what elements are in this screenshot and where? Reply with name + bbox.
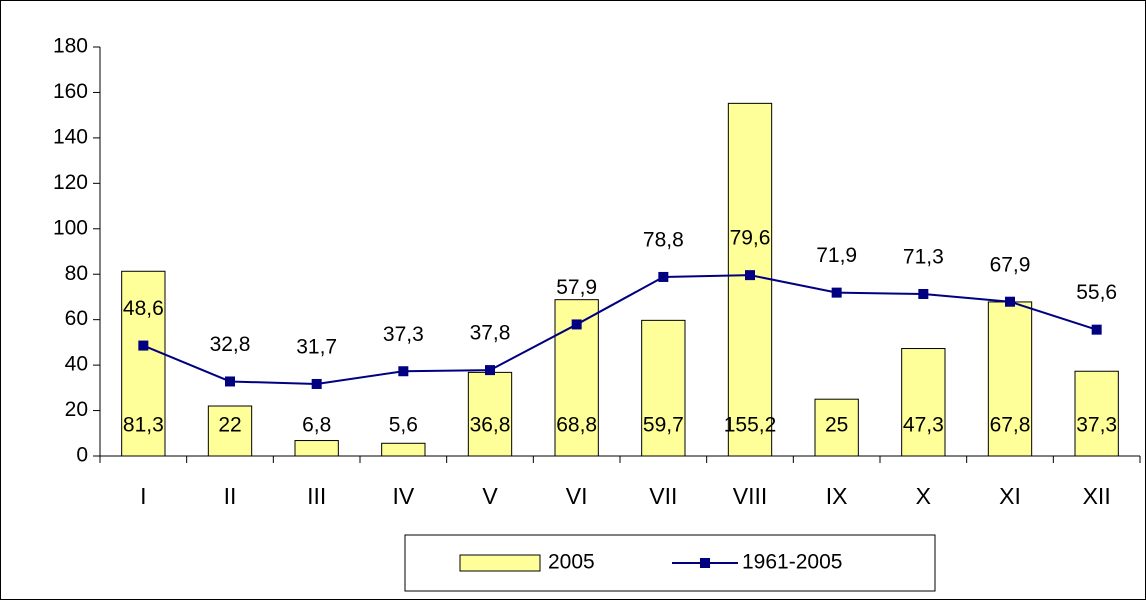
bar	[901, 348, 946, 457]
data-label: 68,8	[556, 414, 597, 437]
bar	[987, 301, 1033, 457]
data-label: 55,6	[1076, 281, 1117, 304]
x-tick-label: II	[224, 483, 237, 509]
data-label: 36,8	[470, 414, 511, 437]
data-label: 37,8	[470, 322, 511, 345]
line-marker	[398, 366, 409, 377]
data-label: 78,8	[643, 228, 684, 251]
data-label: 5,6	[389, 414, 418, 437]
legend-marker	[700, 558, 710, 568]
data-label: 37,3	[383, 323, 424, 346]
data-label: 59,7	[643, 414, 684, 437]
x-tick-label: V	[482, 483, 498, 509]
x-tick-label: VIII	[733, 483, 768, 509]
y-tick-label: 60	[65, 307, 88, 330]
bar	[207, 405, 253, 457]
legend-label: 1961-2005	[742, 551, 842, 574]
x-tick-label: III	[307, 483, 326, 509]
data-label: 71,3	[903, 246, 944, 269]
bar	[294, 440, 339, 457]
line-marker	[138, 340, 149, 351]
y-tick-label: 20	[65, 398, 88, 421]
x-tick-label: IV	[392, 483, 414, 509]
x-tick-label: VII	[649, 483, 677, 509]
x-tick-label: X	[916, 483, 931, 509]
y-tick-label: 140	[53, 125, 88, 148]
data-label: 155,2	[724, 414, 777, 437]
data-label: 6,8	[302, 414, 331, 437]
line-marker	[485, 365, 495, 376]
y-tick-label: 0	[76, 444, 88, 467]
y-tick-label: 120	[53, 171, 88, 194]
data-label: 57,9	[556, 276, 597, 299]
data-label: 22	[218, 414, 241, 437]
bar	[1074, 370, 1119, 457]
data-label: 48,6	[123, 297, 164, 320]
line-marker	[225, 376, 235, 387]
legend-label: 2005	[548, 551, 595, 574]
data-label: 32,8	[210, 333, 251, 356]
bar	[381, 442, 426, 457]
line-marker	[831, 287, 842, 298]
y-tick-label: 160	[53, 80, 88, 103]
data-label: 37,3	[1076, 414, 1117, 437]
y-tick-label: 100	[53, 216, 88, 239]
data-label: 25	[825, 414, 848, 437]
data-label: 67,9	[990, 253, 1031, 276]
x-tick-label: XI	[999, 483, 1021, 509]
data-label: 31,7	[296, 336, 337, 359]
line-marker	[311, 378, 322, 389]
data-label: 67,8	[990, 414, 1031, 437]
line-marker	[571, 319, 582, 330]
line-marker	[918, 288, 929, 299]
y-tick-label: 40	[65, 353, 88, 376]
bar	[641, 319, 686, 457]
y-tick-label: 80	[65, 262, 88, 285]
legend-swatch	[459, 554, 541, 572]
bar	[121, 270, 166, 457]
data-label: 79,6	[730, 227, 771, 250]
data-label: 81,3	[123, 414, 164, 437]
x-tick-label: XII	[1083, 483, 1111, 509]
line-marker	[1091, 324, 1102, 335]
x-tick-label: VI	[566, 483, 588, 509]
x-tick-label: I	[140, 483, 146, 509]
line-marker	[658, 271, 669, 282]
line-marker	[745, 270, 755, 281]
y-tick-label: 180	[53, 35, 88, 58]
x-tick-label: IX	[826, 483, 848, 509]
data-label: 47,3	[903, 414, 944, 437]
line	[142, 274, 1097, 385]
data-label: 71,9	[816, 244, 857, 267]
bar	[814, 398, 859, 457]
line-marker	[1005, 296, 1015, 307]
